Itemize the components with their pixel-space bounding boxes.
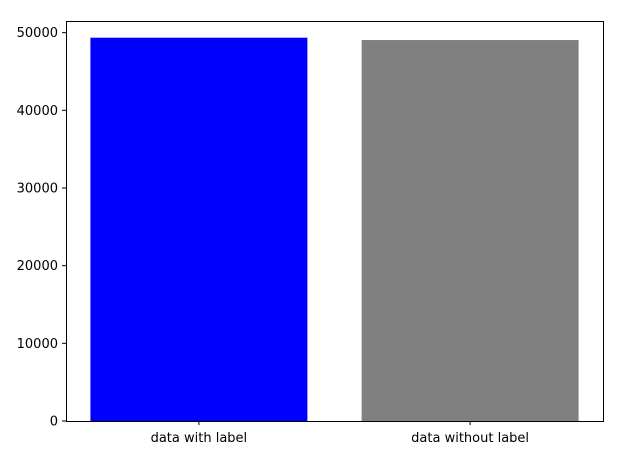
y-tick-label: 30000 [17, 181, 58, 196]
y-tick-label: 50000 [17, 26, 58, 41]
bar-data-with-label [90, 37, 308, 421]
y-tick-label: 40000 [17, 104, 58, 119]
y-tick-label: 20000 [17, 259, 58, 274]
x-axis: data with label data without label [151, 421, 529, 446]
x-tick-label: data with label [151, 431, 248, 446]
x-tick-label: data without label [411, 431, 529, 446]
bar-data-without-label [361, 40, 579, 422]
y-tick-label: 0 [50, 415, 58, 430]
y-tick-label: 10000 [17, 337, 58, 352]
y-axis: 0 10000 20000 30000 40000 50000 [17, 26, 66, 430]
bars-group [90, 37, 579, 422]
plot-frame [66, 21, 604, 422]
